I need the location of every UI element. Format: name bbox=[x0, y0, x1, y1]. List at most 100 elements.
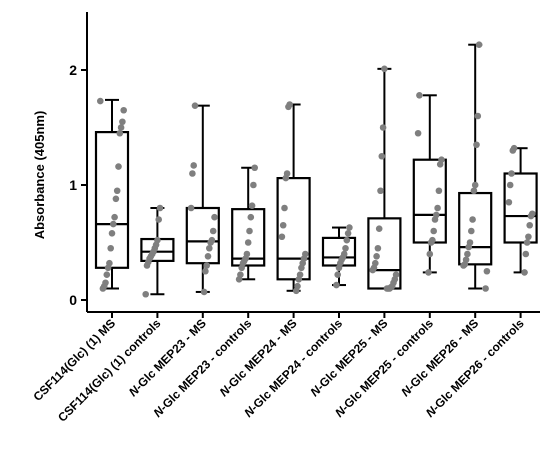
data-point bbox=[204, 252, 212, 260]
data-point bbox=[369, 266, 377, 274]
data-point bbox=[202, 267, 209, 275]
data-point bbox=[248, 202, 256, 209]
data-point bbox=[298, 264, 305, 272]
data-point bbox=[460, 262, 467, 269]
data-point bbox=[416, 92, 423, 99]
data-point bbox=[200, 288, 208, 296]
data-point bbox=[521, 269, 528, 276]
box-group bbox=[185, 102, 220, 296]
data-point bbox=[117, 124, 125, 131]
data-point bbox=[190, 162, 197, 169]
data-point bbox=[142, 290, 149, 298]
data-point bbox=[235, 276, 243, 283]
box-rect bbox=[458, 191, 493, 266]
data-point bbox=[189, 170, 196, 177]
data-point bbox=[107, 244, 114, 252]
data-point bbox=[346, 224, 353, 231]
data-point bbox=[414, 129, 422, 137]
data-point bbox=[431, 216, 439, 223]
data-point bbox=[112, 195, 120, 203]
data-point bbox=[464, 250, 471, 258]
box-group bbox=[458, 41, 493, 292]
data-point bbox=[425, 269, 432, 276]
data-point bbox=[116, 129, 124, 137]
x-category-label: N-Glc MEP25 - MS bbox=[308, 316, 391, 399]
data-point bbox=[295, 276, 303, 283]
data-point bbox=[378, 152, 386, 160]
data-point bbox=[470, 187, 478, 195]
data-point bbox=[108, 230, 116, 237]
data-point bbox=[156, 204, 164, 212]
data-point bbox=[379, 124, 387, 131]
data-point bbox=[250, 181, 257, 189]
data-point bbox=[436, 161, 444, 168]
data-point bbox=[247, 213, 255, 221]
x-category-label: N-Glc MEP26 - MS bbox=[398, 316, 481, 399]
y-axis-title: Absorbance (405nm) bbox=[32, 111, 47, 240]
box-rect bbox=[94, 131, 130, 269]
data-point bbox=[475, 41, 483, 48]
data-point bbox=[468, 227, 475, 235]
data-point bbox=[191, 102, 199, 109]
data-point bbox=[469, 216, 476, 223]
data-point bbox=[525, 233, 532, 241]
data-point bbox=[104, 264, 112, 272]
data-point bbox=[375, 225, 383, 232]
box-rect bbox=[231, 208, 266, 267]
data-point bbox=[246, 227, 253, 235]
data-point bbox=[334, 271, 342, 279]
data-point bbox=[110, 220, 117, 228]
box-group bbox=[94, 97, 130, 292]
x-category-label: CSF114(Glc) (1) MS bbox=[30, 316, 118, 404]
data-point bbox=[155, 216, 162, 223]
box-group bbox=[276, 101, 311, 295]
box-rect bbox=[185, 206, 220, 265]
data-point bbox=[381, 65, 388, 73]
data-point bbox=[113, 187, 121, 195]
box-group bbox=[412, 92, 447, 276]
data-point bbox=[335, 264, 343, 272]
box-rect bbox=[276, 177, 311, 281]
x-category-label: N-Glc MEP23 - MS bbox=[126, 316, 209, 399]
data-point bbox=[333, 281, 340, 289]
data-point bbox=[119, 118, 126, 126]
data-point bbox=[342, 244, 349, 252]
data-point bbox=[508, 170, 515, 177]
data-point bbox=[203, 262, 210, 269]
data-point bbox=[120, 106, 127, 114]
box-rect bbox=[503, 172, 538, 244]
data-point bbox=[209, 227, 217, 235]
data-point bbox=[238, 264, 245, 272]
data-point bbox=[251, 164, 258, 172]
data-point bbox=[292, 287, 300, 295]
data-point bbox=[187, 204, 195, 212]
data-point bbox=[471, 181, 479, 189]
box-group bbox=[503, 144, 538, 276]
data-point bbox=[527, 212, 535, 220]
data-point bbox=[281, 204, 288, 212]
data-point bbox=[505, 198, 513, 206]
data-point bbox=[377, 187, 384, 195]
data-point bbox=[465, 243, 473, 251]
data-point bbox=[526, 221, 533, 229]
data-point bbox=[343, 236, 351, 244]
data-point bbox=[427, 239, 435, 246]
data-point bbox=[473, 141, 480, 149]
data-point bbox=[115, 163, 122, 170]
data-point bbox=[482, 285, 489, 292]
y-tick-label: 2 bbox=[69, 62, 77, 78]
data-point bbox=[279, 221, 287, 229]
data-point bbox=[434, 204, 441, 212]
data-point bbox=[430, 227, 438, 235]
x-category-label: N-Glc MEP24 - MS bbox=[217, 316, 300, 399]
data-point bbox=[506, 181, 514, 189]
data-point bbox=[282, 174, 290, 182]
box-group bbox=[321, 224, 357, 289]
data-point bbox=[426, 250, 434, 258]
box-rect bbox=[412, 158, 447, 244]
data-point bbox=[143, 262, 151, 269]
data-point bbox=[522, 250, 530, 258]
